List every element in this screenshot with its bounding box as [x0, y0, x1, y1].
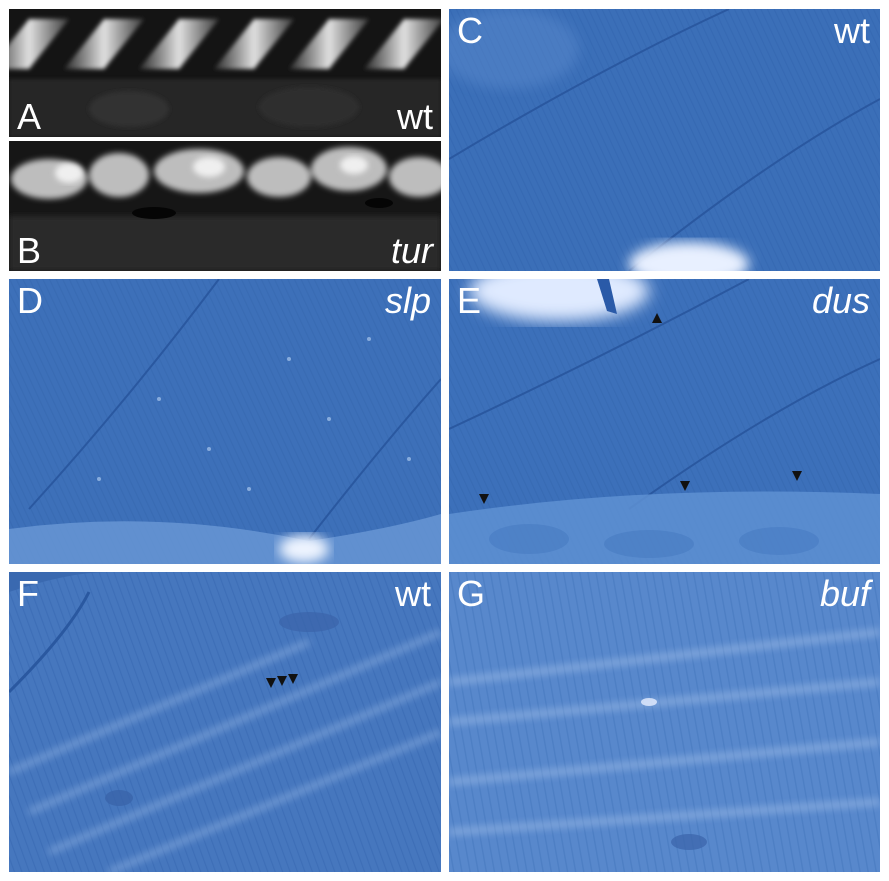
- panel-b-letter: B: [17, 230, 42, 271]
- panel-a: A wt: [9, 9, 441, 137]
- panel-a-image: [9, 9, 441, 137]
- arrowhead-marker: [288, 674, 298, 684]
- panel-f-genotype: wt: [395, 573, 431, 614]
- panel-g: G buf: [449, 572, 880, 872]
- arrowhead-marker: [652, 313, 662, 323]
- arrowhead-marker: [479, 494, 489, 504]
- panel-e-genotype: dus: [811, 280, 870, 321]
- panel-b-image: [9, 141, 441, 271]
- panel-g-genotype: buf: [819, 573, 870, 614]
- panel-c-image: [449, 9, 880, 271]
- panel-d-genotype: slp: [384, 280, 431, 321]
- panel-a-letter: A: [17, 96, 42, 137]
- arrowhead-marker: [277, 676, 287, 686]
- panel-g-image: [449, 572, 880, 872]
- panel-c: C wt: [449, 9, 880, 271]
- arrowhead-marker: [266, 678, 276, 688]
- arrowhead-marker: [792, 471, 802, 481]
- panel-a-genotype: wt: [397, 96, 433, 137]
- panel-c-letter: C: [457, 10, 483, 51]
- panel-c-genotype: wt: [834, 10, 870, 51]
- panel-d: D slp: [9, 279, 441, 564]
- panel-b: B tur: [9, 141, 441, 271]
- panel-d-image: [9, 279, 441, 564]
- panel-f: F wt: [9, 572, 441, 872]
- panel-g-letter: G: [457, 573, 486, 614]
- panel-f-image: [9, 572, 441, 872]
- panel-b-genotype: tur: [390, 230, 433, 271]
- panel-d-letter: D: [17, 280, 43, 321]
- panel-e-image: [449, 279, 880, 564]
- panel-e: E dus: [449, 279, 880, 564]
- panel-e-letter: E: [457, 280, 482, 321]
- arrowhead-marker: [680, 481, 690, 491]
- panel-f-letter: F: [17, 573, 39, 614]
